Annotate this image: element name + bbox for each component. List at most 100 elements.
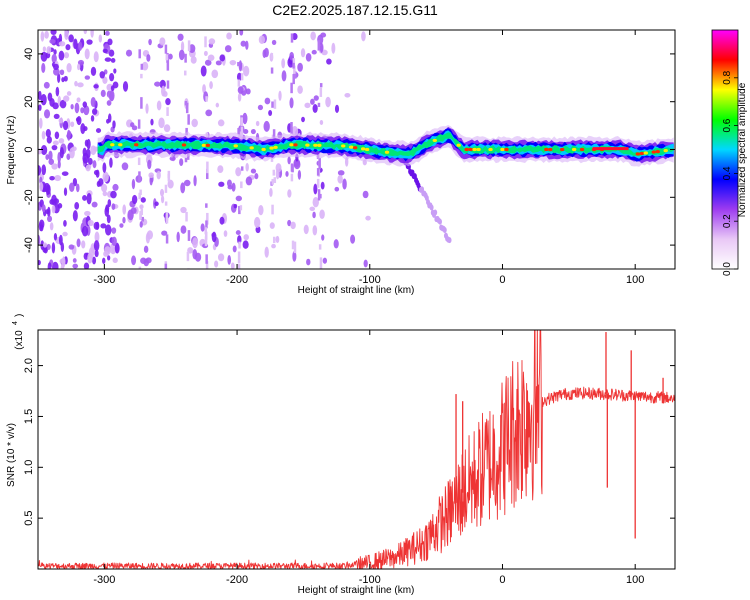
spectrogram-hotspot xyxy=(464,147,469,152)
spectrogram-noise-dot xyxy=(66,129,71,141)
spectrogram-noise-dot xyxy=(61,171,69,176)
spectrogram-streak xyxy=(293,241,297,254)
spectrogram-noise-dot xyxy=(86,192,92,205)
spectrogram-noise-dot xyxy=(112,257,118,264)
snr-axes: -300 -200 -100 0 100 0.5 1.0 1.5 2.0 xyxy=(23,330,675,586)
spectrogram-noise-dot xyxy=(57,73,61,83)
spectrogram-noise-dot xyxy=(111,227,117,234)
spectrogram-streak xyxy=(140,97,143,109)
spectrogram-noise-dot xyxy=(101,183,108,193)
spectrogram-noise-dot xyxy=(81,225,89,237)
spectrogram-noise-dot xyxy=(122,204,127,215)
spectrogram-noise-dot xyxy=(110,85,115,92)
spectrogram-streak xyxy=(205,203,208,208)
spectrogram-hotspot xyxy=(348,145,354,149)
spectrogram-noise-dot xyxy=(53,232,58,241)
spectrogram-noise-dot xyxy=(312,196,319,208)
spectrogram-noise-dot xyxy=(350,234,356,244)
spectrogram-streak xyxy=(186,251,190,262)
spectrogram-noise-dot xyxy=(74,202,80,210)
spectrogram-noise-dot xyxy=(43,109,51,119)
spectrogram-streak xyxy=(290,33,294,43)
spectrogram-noise-dot xyxy=(93,240,100,252)
spectrogram-noise-dot xyxy=(281,70,287,82)
spectrogram-noise-dot xyxy=(42,242,48,248)
spectrogram-noise-dot xyxy=(63,95,70,102)
spectrogram-noise-dot xyxy=(102,162,107,173)
spectrogram-noise-dot xyxy=(38,90,42,101)
spectrogram-streak xyxy=(187,114,190,125)
spectrogram-noise-dot xyxy=(165,98,171,106)
spectrogram-noise-dot xyxy=(63,220,67,227)
spectrogram-noise-dot xyxy=(45,209,50,215)
spectrogram-hotspot xyxy=(456,143,461,147)
spectrogram-xtick-label: 100 xyxy=(626,274,644,286)
spectrogram-noise-dot xyxy=(43,81,50,89)
spectrogram-streak xyxy=(138,192,141,200)
spectrogram-noise-dot xyxy=(53,198,60,205)
spectrogram-streak xyxy=(139,213,142,220)
spectrogram-noise-dot xyxy=(143,245,149,253)
spectrogram-noise-dot xyxy=(83,30,88,35)
spectrogram-noise-dot xyxy=(242,240,249,249)
spectrogram-streak xyxy=(165,54,169,61)
spectrogram-streak xyxy=(140,63,144,70)
spectrogram-streak xyxy=(271,101,274,108)
spectrogram-noise-dot xyxy=(84,48,90,60)
spectrogram-noise-dot xyxy=(145,103,149,114)
spectrogram-noise-dot xyxy=(51,242,56,254)
spectrogram-noise-dot xyxy=(80,107,85,114)
snr-ytick-label: 0.5 xyxy=(23,511,35,526)
spectrogram-noise-dot xyxy=(53,113,60,120)
spectrogram-ridge xyxy=(97,125,674,167)
spectrogram-noise-dot xyxy=(83,105,90,116)
spectrogram-noise-dot xyxy=(304,102,311,109)
spectrogram-noise-dot xyxy=(74,80,78,87)
snr-ytick-label: 1.0 xyxy=(23,460,35,475)
spectrogram-heatmap xyxy=(38,30,674,269)
spectrogram-noise-dot xyxy=(180,206,187,214)
spectrogram-noise-dot xyxy=(104,57,112,62)
spectrogram-streak xyxy=(292,74,295,85)
spectrogram-noise-dot xyxy=(268,109,273,117)
spectrogram-noise-dot xyxy=(140,257,147,265)
spectrogram-noise-dot xyxy=(106,100,112,106)
snr-scale-close: ) xyxy=(14,314,25,317)
spectrogram-noise-dot xyxy=(62,231,68,237)
spectrogram-noise-dot xyxy=(40,31,45,42)
spectrogram-noise-dot xyxy=(287,189,292,198)
spectrogram-noise-dot xyxy=(219,216,225,225)
spectrogram-streak xyxy=(184,53,187,63)
spectrogram-noise-dot xyxy=(109,73,115,82)
spectrogram-noise-dot xyxy=(51,144,58,151)
snr-xtick-label: 100 xyxy=(626,574,644,586)
spectrogram-streak xyxy=(141,216,144,222)
spectrogram-noise-dot xyxy=(337,170,345,176)
spectrogram-noise-dot xyxy=(51,163,58,170)
spectrogram-streak xyxy=(240,166,244,171)
spectrogram-streak xyxy=(206,212,209,225)
spectrogram-noise-dot xyxy=(203,50,208,57)
spectrogram-noise-dot xyxy=(73,38,78,50)
spectrogram-noise-dot xyxy=(111,236,117,246)
spectrogram-xlabel: Height of straight line (km) xyxy=(298,285,415,296)
spectrogram-noise-dot xyxy=(192,237,198,249)
spectrogram-noise-dot xyxy=(226,32,232,40)
spectrogram-hotspot xyxy=(643,151,649,155)
spectrogram-streak xyxy=(319,87,323,97)
spectrogram-hotspot xyxy=(313,143,318,147)
spectrogram-noise-dot xyxy=(334,186,340,192)
spectrogram-noise-dot xyxy=(271,39,277,45)
spectrogram-peak-segment xyxy=(592,147,629,151)
snr-xlabel: Height of straight line (km) xyxy=(298,585,415,596)
snr-xtick-label: -200 xyxy=(226,574,248,586)
spectrogram-hotspot xyxy=(655,149,660,154)
colorbar-gradient xyxy=(711,29,739,270)
spectrogram-streak xyxy=(317,102,321,107)
spectrogram-noise-dot xyxy=(297,169,302,180)
spectrogram-noise-dot xyxy=(65,44,71,51)
spectrogram-streak xyxy=(316,178,320,188)
spectrogram-noise-dot xyxy=(254,216,261,229)
spectrogram-noise-dot xyxy=(207,54,215,61)
spectrogram-streak xyxy=(240,181,243,189)
